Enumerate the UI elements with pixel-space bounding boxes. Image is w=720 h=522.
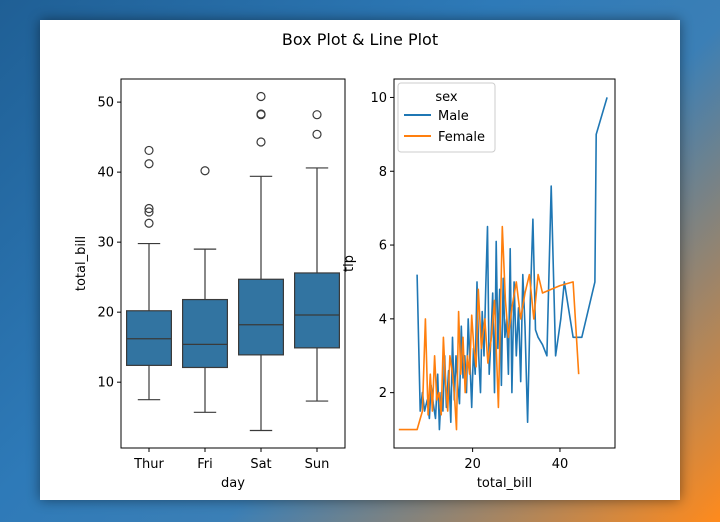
box-xtick-label: Sun bbox=[305, 457, 330, 472]
box-ytick-label: 50 bbox=[97, 96, 114, 111]
box-ytick-label: 10 bbox=[97, 376, 114, 391]
box-outlier bbox=[144, 207, 154, 217]
line-plot-panel: 2 4 6 8 10 20 40 total_bill tip sex Male Female bbox=[342, 78, 616, 491]
box-outlier bbox=[200, 166, 210, 176]
line-ylabel: tip bbox=[342, 255, 357, 272]
box-xtick-label: Thur bbox=[133, 457, 164, 472]
chart-canvas: Box Plot & Line Plot 10 20 30 40 50 Thur Fri Sa… bbox=[74, 30, 616, 491]
legend-title: sex bbox=[435, 90, 458, 105]
line-ytick-label: 10 bbox=[370, 91, 387, 106]
box-iqr bbox=[182, 298, 229, 369]
legend-frame bbox=[397, 82, 496, 153]
box-outlier bbox=[144, 159, 154, 169]
line-xlabel: total_bill bbox=[477, 476, 532, 491]
legend-label-female: Female bbox=[438, 130, 485, 145]
line-ytick-label: 6 bbox=[379, 239, 387, 254]
line-xtick-label: 40 bbox=[552, 457, 569, 472]
legend-label-male: Male bbox=[438, 109, 469, 124]
line-series-female bbox=[398, 225, 580, 431]
box-iqr bbox=[125, 310, 172, 366]
box-outlier bbox=[312, 110, 322, 120]
box-outlier bbox=[256, 109, 266, 119]
figure: Box Plot & Line Plot 10 20 30 40 50 Thur Fri Sa… bbox=[40, 20, 680, 500]
line-ytick-label: 4 bbox=[379, 312, 387, 327]
box-outlier bbox=[256, 91, 266, 102]
box-outlier bbox=[144, 218, 154, 228]
box-axes-frame bbox=[120, 78, 346, 449]
box-xlabel: day bbox=[221, 476, 245, 491]
box-ytick-label: 30 bbox=[97, 236, 114, 251]
box-iqr bbox=[294, 272, 341, 349]
line-axes-frame bbox=[393, 78, 616, 449]
box-ytick-label: 20 bbox=[97, 306, 114, 321]
line-xtick-label: 20 bbox=[464, 457, 481, 472]
box-outlier bbox=[144, 145, 154, 156]
box-iqr bbox=[238, 278, 285, 356]
box-outlier bbox=[256, 137, 266, 147]
box-plot-panel: 10 20 30 40 50 Thur Fri Sat Sun day total_bill bbox=[74, 78, 346, 491]
box-outlier bbox=[312, 129, 322, 139]
line-ytick-label: 8 bbox=[379, 165, 387, 180]
box-ylabel: total_bill bbox=[74, 236, 89, 291]
figure-title: Box Plot & Line Plot bbox=[282, 30, 438, 49]
box-ytick-label: 40 bbox=[97, 166, 114, 181]
box-xtick-label: Fri bbox=[197, 457, 213, 472]
line-ytick-label: 2 bbox=[379, 386, 387, 401]
box-outlier bbox=[144, 203, 154, 214]
box-xtick-label: Sat bbox=[250, 457, 271, 472]
legend: sex Male Female bbox=[397, 82, 496, 153]
